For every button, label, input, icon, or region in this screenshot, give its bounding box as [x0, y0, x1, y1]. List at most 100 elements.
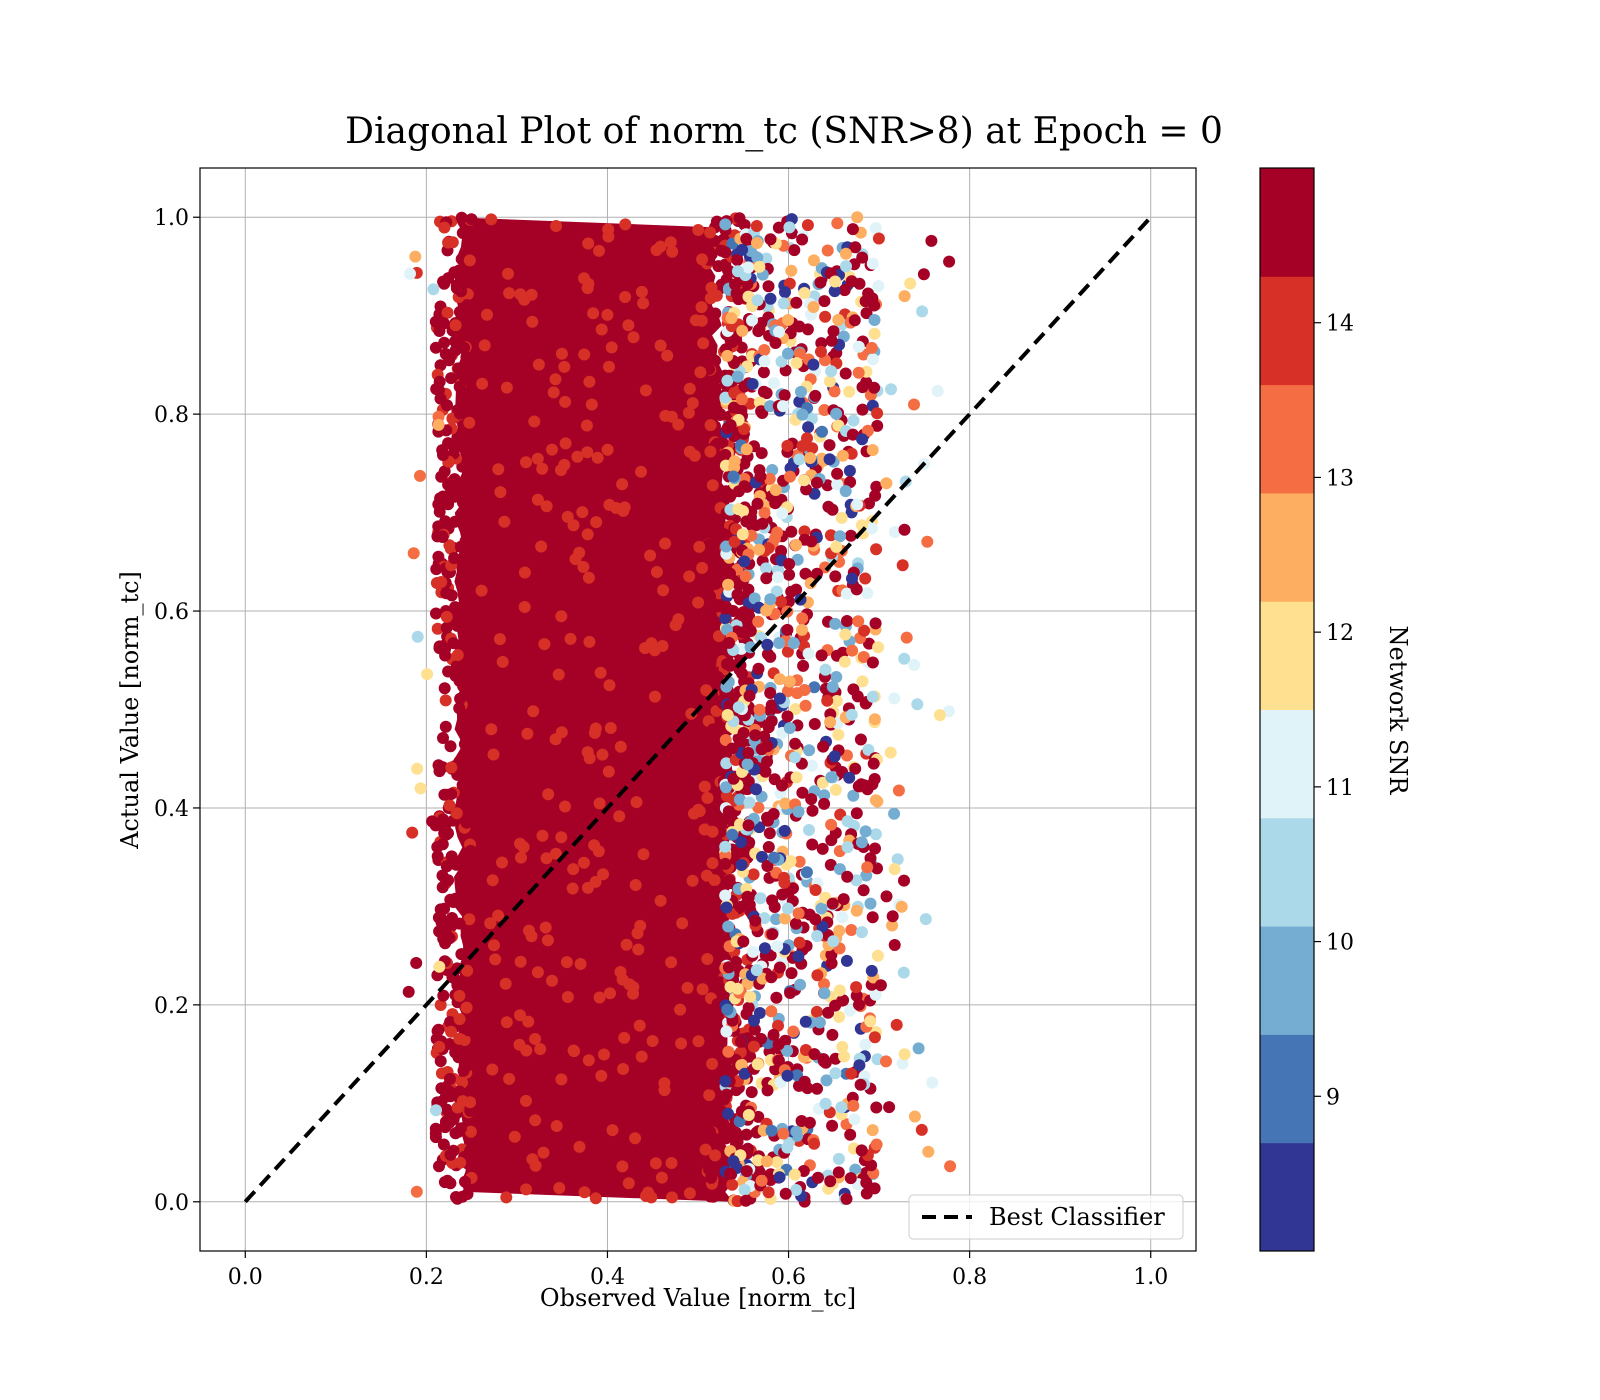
scatter-point [743, 689, 756, 702]
scatter-point [650, 566, 663, 578]
scatter-point [585, 398, 598, 411]
scatter-point [761, 1084, 774, 1097]
y-tick-label: 1.0 [154, 206, 189, 231]
scatter-point [433, 1040, 446, 1053]
x-tick-label: 0.0 [228, 1265, 263, 1290]
scatter-point [709, 1149, 722, 1162]
scatter-point [558, 360, 571, 373]
scatter-point [751, 294, 764, 307]
scatter-point [888, 692, 901, 705]
scatter-point [580, 419, 593, 432]
scatter-point [798, 684, 811, 696]
scatter-point [818, 978, 830, 990]
scatter-point [514, 955, 527, 968]
scatter-point [451, 619, 464, 632]
scatter-point [720, 757, 733, 770]
scatter-point [720, 901, 733, 914]
scatter-point [649, 1157, 662, 1170]
scatter-point [888, 526, 901, 538]
scatter-point [526, 1153, 539, 1166]
scatter-point [783, 675, 796, 688]
scatter-point [546, 974, 558, 987]
scatter-point [866, 292, 879, 305]
x-tick-label: 1.0 [1133, 1265, 1168, 1290]
scatter-point [827, 325, 840, 338]
scatter-point [702, 926, 715, 939]
scatter-point [848, 1113, 861, 1126]
scatter-point [855, 1144, 868, 1157]
scatter-point [817, 1055, 830, 1068]
scatter-point [454, 692, 467, 705]
colorbar-segment [1260, 492, 1314, 602]
scatter-point [465, 213, 478, 226]
scatter-point [758, 344, 771, 356]
scatter-point [700, 869, 713, 882]
scatter-point [866, 1124, 879, 1137]
scatter-point [698, 823, 711, 836]
scatter-point [594, 666, 607, 679]
scatter-point [807, 358, 820, 371]
scatter-point [845, 708, 858, 721]
scatter-point [447, 1113, 460, 1126]
scatter-point [560, 956, 573, 969]
scatter-point [781, 439, 794, 452]
scatter-point [735, 859, 748, 871]
scatter-point [448, 515, 461, 528]
scatter-point [809, 884, 822, 896]
scatter-point [772, 1019, 784, 1032]
scatter-point [549, 373, 562, 386]
scatter-point [861, 861, 874, 874]
scatter-point [843, 385, 856, 398]
scatter-point [581, 446, 594, 459]
scatter-point [458, 487, 470, 500]
scatter-point [709, 307, 722, 320]
colorbar-tick-label: 9 [1326, 1085, 1340, 1110]
scatter-point [722, 1107, 734, 1120]
scatter-point [775, 595, 787, 608]
scatter-point [755, 1032, 767, 1045]
scatter-point [758, 942, 771, 955]
scatter-point [788, 1168, 801, 1181]
scatter-point [764, 1174, 777, 1186]
scatter-point [750, 220, 763, 232]
scatter-point [528, 415, 541, 428]
scatter-point [666, 1191, 678, 1204]
scatter-point [784, 987, 797, 999]
scatter-point [521, 727, 534, 740]
scatter-point [854, 733, 867, 746]
scatter-point [532, 358, 545, 371]
scatter-point [772, 1038, 785, 1051]
scatter-point [527, 705, 540, 718]
scatter-point [593, 244, 605, 257]
scatter-point [825, 365, 838, 378]
scatter-point [844, 529, 857, 542]
scatter-point [839, 628, 852, 641]
scatter-point [796, 623, 808, 636]
scatter-point [856, 381, 869, 394]
scatter-point [788, 244, 801, 257]
scatter-point [463, 254, 476, 267]
scatter-point [841, 870, 854, 883]
scatter-point [727, 470, 740, 483]
scatter-point [832, 1166, 845, 1179]
scatter-point [802, 647, 815, 660]
scatter-point [499, 977, 512, 990]
scatter-point [460, 638, 472, 651]
scatter-point [796, 786, 809, 799]
scatter-point [798, 287, 811, 299]
scatter-point [815, 902, 828, 915]
scatter-point [456, 227, 469, 239]
scatter-point [549, 847, 562, 860]
scatter-point [437, 449, 449, 461]
scatter-point [719, 857, 732, 870]
scatter-point [841, 815, 854, 828]
scatter-point [619, 218, 632, 231]
scatter-point [829, 570, 842, 583]
scatter-point [460, 626, 473, 639]
scatter-point [737, 505, 749, 518]
plot-frame [199, 167, 1197, 1252]
scatter-point [917, 268, 930, 281]
scatter-point [755, 743, 768, 756]
scatter-point [665, 1157, 678, 1169]
scatter-point [740, 1165, 753, 1178]
